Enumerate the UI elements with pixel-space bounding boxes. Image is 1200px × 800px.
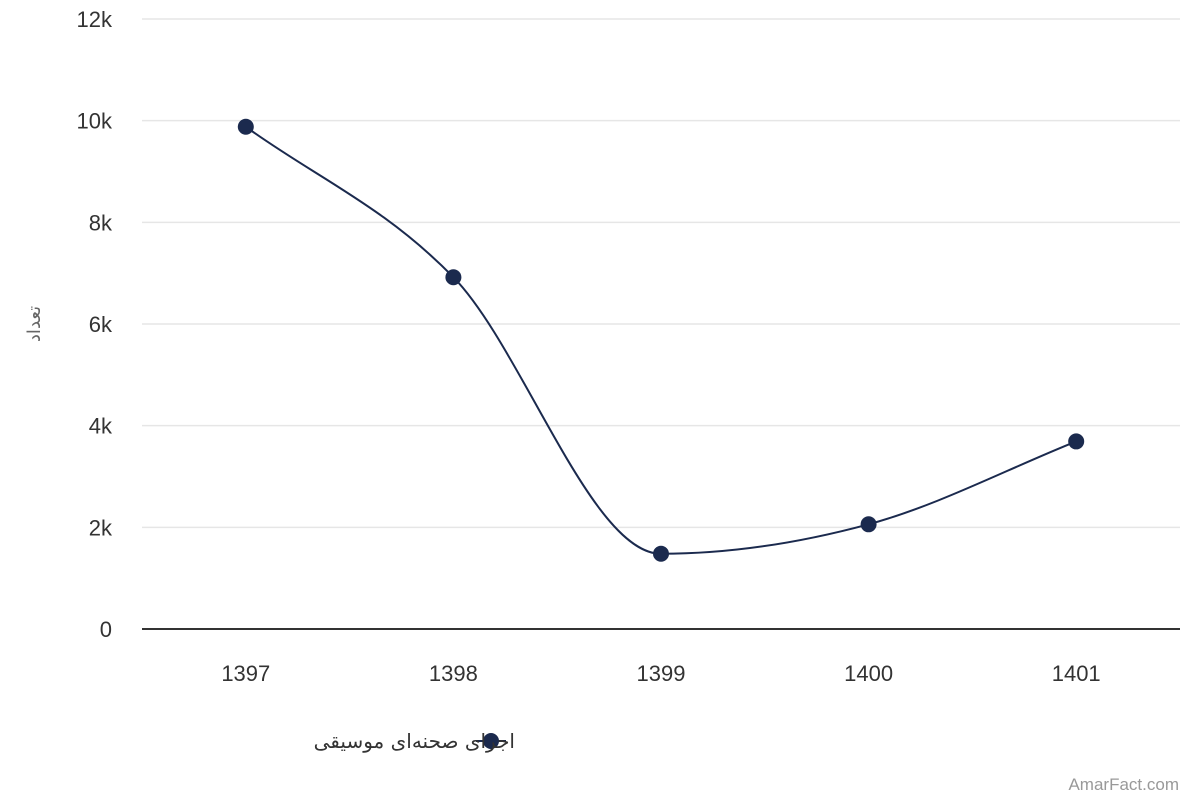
data-point[interactable] xyxy=(237,118,254,135)
y-tick-label: 6k xyxy=(89,312,113,337)
x-axis-ticks: 1397 1398 1399 1400 1401 xyxy=(221,661,1100,686)
legend[interactable]: اجرای صحنه‌ای موسیقی xyxy=(314,729,515,753)
credit-text[interactable]: AmarFact.com xyxy=(1068,775,1179,794)
x-tick-label: 1400 xyxy=(844,661,893,686)
data-point[interactable] xyxy=(445,269,462,286)
y-tick-label: 12k xyxy=(77,7,113,32)
data-point[interactable] xyxy=(1068,433,1085,450)
y-tick-label: 8k xyxy=(89,210,113,235)
grid-lines xyxy=(142,18,1180,529)
data-point[interactable] xyxy=(653,545,669,562)
y-tick-label: 10k xyxy=(77,109,113,134)
data-point[interactable] xyxy=(860,516,877,533)
legend-label: اجرای صحنه‌ای موسیقی xyxy=(314,729,515,753)
y-axis-label: تعداد xyxy=(24,306,45,342)
series-layer xyxy=(237,118,1085,562)
legend-marker-icon xyxy=(483,733,499,749)
y-tick-label: 4k xyxy=(89,414,113,439)
x-tick-label: 1401 xyxy=(1052,661,1101,686)
y-tick-label: 0 xyxy=(100,617,112,642)
series-line xyxy=(245,125,1077,555)
x-tick-label: 1398 xyxy=(429,661,478,686)
x-tick-label: 1397 xyxy=(221,661,270,686)
y-tick-label: 2k xyxy=(89,515,113,540)
x-tick-label: 1399 xyxy=(637,661,686,686)
y-axis-ticks: 0 2k 4k 6k 8k 10k 12k xyxy=(77,7,113,642)
